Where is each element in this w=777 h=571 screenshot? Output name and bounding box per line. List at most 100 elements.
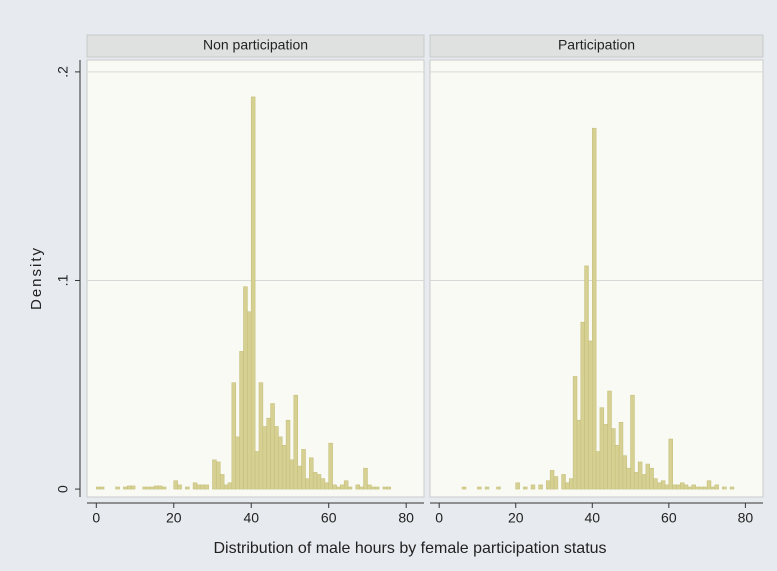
bar [173,480,178,490]
bar [484,486,490,490]
bar [580,321,585,490]
bar [247,311,252,490]
bar [565,482,570,490]
bar [729,486,735,490]
bar [262,426,268,490]
bar [336,486,341,490]
bar [461,486,467,490]
bar [553,476,559,490]
bar [312,472,318,490]
plot-area [86,59,425,498]
bar [714,484,719,490]
bar [382,486,388,490]
bar [340,484,345,490]
bar [219,474,225,490]
bar [687,486,693,490]
bar [305,478,310,490]
bar [649,467,654,490]
bar [192,482,198,490]
bar [599,407,605,490]
bar [588,340,593,490]
bar [496,486,501,490]
bar [683,484,689,490]
bar [320,478,326,490]
x-tick-label: 40 [585,510,601,526]
bar [710,486,716,490]
bar [695,486,700,490]
bar [630,394,635,490]
bar [332,484,337,490]
bar [530,484,536,490]
bar [289,459,295,490]
bar [691,484,696,490]
bar [200,484,206,490]
bar [595,451,601,490]
bar [227,482,233,490]
bar [591,127,597,490]
x-axis-label: Distribution of male hours by female par… [213,540,606,557]
bar [549,470,555,490]
bar [657,482,662,490]
bar [477,486,482,490]
bar [676,484,681,490]
bar [99,486,105,490]
bar [266,417,271,490]
bar [126,485,132,490]
bar [515,482,520,490]
bar [123,486,128,490]
x-tick-label: 60 [321,510,337,526]
bar [177,484,182,490]
x-tick-label: 20 [508,510,524,526]
bar [316,474,322,490]
bar [653,478,658,490]
bar [258,382,264,490]
x-tick-label: 0 [92,510,100,526]
bar [281,444,287,490]
plot-area [429,59,764,498]
bar [231,382,237,490]
bar [374,486,380,490]
bar [115,486,120,490]
bar [572,376,578,490]
bar [561,474,566,490]
bar [95,486,101,490]
bar [347,486,353,490]
bar [634,472,639,490]
bar [150,486,155,490]
bar [672,484,677,490]
bar [204,484,209,490]
bar [618,422,624,490]
bar [611,428,616,490]
bar [355,484,360,490]
panel-title: Non participation [203,37,308,53]
bar [328,442,333,490]
y-tick-label: .1 [55,274,71,286]
bar [538,484,543,490]
bar [367,484,372,490]
y-tick-label: .2 [55,66,71,78]
bar [363,467,368,490]
bar [274,426,279,490]
bar [576,419,582,490]
bar [680,482,685,490]
bar [664,484,670,490]
panel-header [429,34,764,58]
bar [285,419,291,490]
bar [157,485,163,490]
bar [607,390,612,490]
panel-title: Participation [558,37,635,53]
bar [722,486,727,490]
y-tick-label: 0 [55,485,71,493]
bar [223,484,229,490]
bar [641,474,647,490]
bar [702,486,708,490]
bar [626,467,631,490]
bar [235,436,240,490]
bar [386,486,391,490]
bar [603,424,608,490]
bar [359,486,364,490]
bar [301,449,306,490]
bar [343,480,349,490]
bar [270,403,275,490]
